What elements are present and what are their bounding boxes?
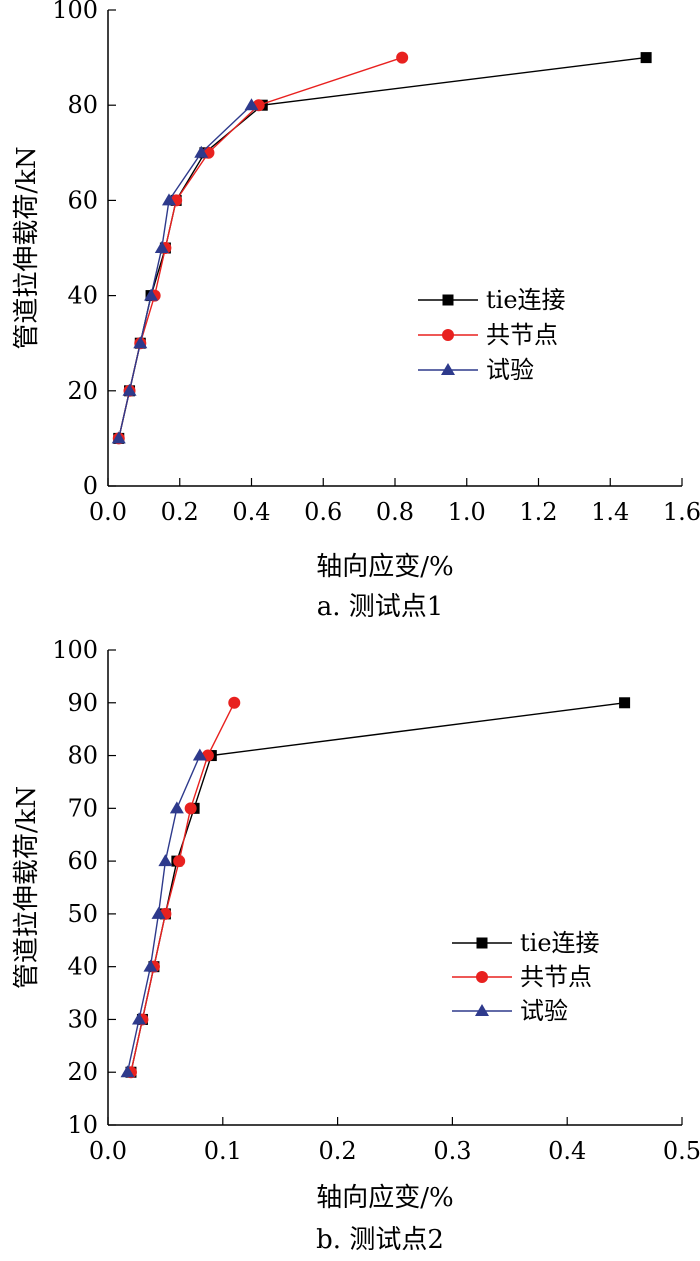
y-tick-label: 30: [67, 1005, 98, 1033]
x-tick-label: 1.0: [448, 498, 486, 526]
legend-marker: [442, 294, 454, 306]
series-circle: [112, 51, 409, 445]
y-tick-label: 90: [67, 689, 98, 717]
y-tick-label: 40: [67, 953, 98, 981]
data-point: [154, 241, 169, 253]
y-tick-label: 80: [67, 742, 98, 770]
legend-label: 共节点: [486, 321, 558, 349]
x-tick-label: 1.4: [591, 498, 629, 526]
y-tick-label: 0: [83, 472, 98, 500]
x-tick-label: 0.5: [663, 1137, 700, 1165]
x-tick-label: 0.1: [204, 1137, 242, 1165]
data-point: [194, 145, 209, 158]
data-point: [158, 854, 173, 867]
y-tick-label: 60: [67, 186, 98, 214]
x-tick-label: 0.8: [376, 498, 414, 526]
legend-label: tie连接: [520, 929, 600, 957]
series-square: [113, 52, 652, 444]
chart-panel-1: 0 20 40 60 80 100 0.0 0.2 0.4 0.6 0.8 1.0 1.2 1.4 1.6 轴…: [12, 0, 700, 622]
data-point: [169, 801, 184, 814]
x-tick-label: 0.4: [548, 1137, 586, 1165]
legend-marker: [476, 937, 488, 949]
y-tick-label: 20: [67, 1058, 98, 1086]
y-tick-label: 10: [67, 1111, 98, 1139]
x-tick-label: 1.6: [663, 498, 700, 526]
series-triangle: [120, 748, 207, 1078]
data-point: [173, 855, 186, 868]
x-tick-label: 0.0: [89, 1137, 127, 1165]
data-point: [151, 906, 166, 919]
y-tick-label: 20: [67, 377, 98, 405]
data-point: [161, 193, 176, 206]
x-tick-label: 0.4: [232, 498, 270, 526]
data-point: [120, 1065, 135, 1078]
legend-label: tie连接: [486, 286, 566, 314]
x-tick-label: 0.3: [433, 1137, 471, 1165]
data-point: [131, 1012, 146, 1025]
series-line: [130, 702, 235, 1073]
data-point: [111, 431, 126, 444]
data-point: [396, 51, 409, 64]
data-point: [228, 696, 241, 709]
chart-panel-2: 10 20 30 40 50 60 70 80 90 100 0.0 0.1 0.2 0.3 0.4 0.5 轴…: [12, 636, 700, 1255]
data-point: [144, 288, 159, 301]
y-tick-label: 80: [67, 91, 98, 119]
data-point: [640, 52, 652, 64]
panel-caption: b. 测试点2: [316, 1225, 444, 1255]
x-tick-label: 1.2: [519, 498, 557, 526]
y-tick-label: 50: [67, 900, 98, 928]
legend-label: 共节点: [520, 963, 592, 991]
legend-marker: [476, 971, 488, 983]
data-point: [133, 336, 148, 349]
y-tick-label: 60: [67, 847, 98, 875]
legend-marker: [475, 1004, 489, 1016]
panel-caption: a. 测试点1: [317, 592, 444, 622]
legend-label: 试验: [520, 997, 568, 1025]
y-tick-label: 100: [52, 0, 98, 24]
x-tick-label: 0.0: [89, 498, 127, 526]
y-tick-label: 70: [67, 794, 98, 822]
x-tick-label: 0.6: [304, 498, 342, 526]
x-tick-label: 0.2: [161, 498, 199, 526]
y-axis-label: 管道拉伸载荷/kN: [12, 786, 42, 989]
series-line: [118, 104, 252, 439]
data-point: [143, 959, 158, 972]
data-point: [122, 383, 137, 396]
data-point: [184, 802, 197, 815]
x-axis-label: 轴向应变/%: [316, 552, 453, 582]
legend-label: 试验: [486, 356, 534, 384]
data-point: [619, 697, 631, 709]
legend-marker: [442, 329, 454, 341]
data-point: [244, 98, 259, 111]
series-triangle: [111, 98, 259, 444]
y-tick-label: 40: [67, 282, 98, 310]
data-point: [192, 748, 207, 761]
y-axis-label: 管道拉伸载荷/kN: [12, 146, 42, 349]
y-tick-label: 100: [52, 636, 98, 664]
series-line: [118, 56, 647, 439]
x-axis-label: 轴向应变/%: [316, 1183, 453, 1213]
x-tick-label: 0.2: [319, 1137, 357, 1165]
legend-marker: [441, 363, 455, 375]
